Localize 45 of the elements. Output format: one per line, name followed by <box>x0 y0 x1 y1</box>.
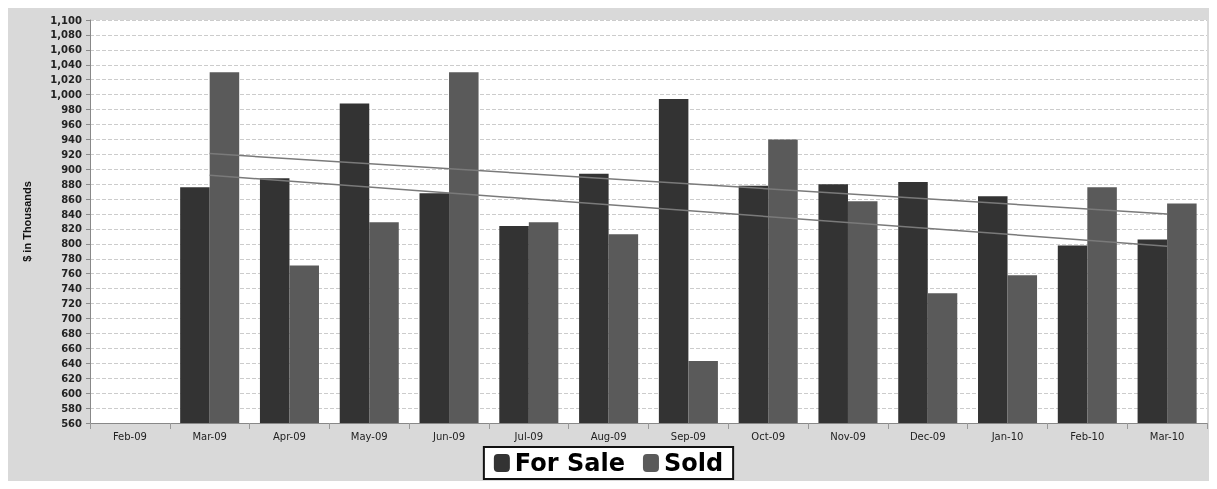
y-tick-label: 1,000 <box>50 89 83 101</box>
y-tick-label: 580 <box>61 402 83 414</box>
x-tick-label: Jan-10 <box>990 430 1024 442</box>
y-tick-label: 840 <box>61 208 83 220</box>
legend-label: For Sale <box>514 449 625 477</box>
x-tick-label: Aug-09 <box>590 430 627 442</box>
y-tick-label: 1,060 <box>50 44 83 56</box>
x-tick-label: Dec-09 <box>909 430 946 442</box>
y-tick-label: 780 <box>61 253 83 265</box>
x-tick-label: Jul-09 <box>513 430 544 442</box>
x-tick-label: Feb-09 <box>112 430 147 442</box>
y-tick-label: 1,080 <box>50 29 83 41</box>
y-tick-label: 620 <box>61 372 83 384</box>
y-tick-label: 880 <box>61 178 83 190</box>
y-axis-title: $ in Thousands <box>20 181 33 262</box>
y-tick-label: 720 <box>61 298 83 310</box>
y-tick-label: 980 <box>61 104 83 116</box>
legend-label: Sold <box>663 449 724 477</box>
x-tick-label: Oct-09 <box>751 430 785 442</box>
y-tick-label: 680 <box>61 327 83 339</box>
x-tick-label: May-09 <box>350 430 388 442</box>
x-tick-label: Mar-09 <box>192 430 227 442</box>
y-tick-label: 900 <box>61 163 83 175</box>
y-tick-label: 1,100 <box>50 14 83 26</box>
y-tick-label: 600 <box>61 387 83 399</box>
x-tick-label: Mar-10 <box>1149 430 1185 442</box>
x-tick-label: Sep-09 <box>670 430 706 442</box>
y-tick-label: 700 <box>61 313 83 325</box>
y-tick-label: 740 <box>61 283 83 295</box>
y-tick-label: 1,040 <box>50 59 83 71</box>
x-tick-label: Jun-09 <box>432 430 466 442</box>
y-tick-label: 560 <box>61 417 83 429</box>
y-tick-label: 940 <box>61 133 83 145</box>
x-tick-label: Feb-10 <box>1070 430 1105 442</box>
y-tick-label: 820 <box>61 223 83 235</box>
y-tick-label: 760 <box>61 268 83 280</box>
y-tick-label: 660 <box>61 342 83 354</box>
x-tick-label: Apr-09 <box>272 430 306 442</box>
y-tick-label: 1,020 <box>50 74 83 86</box>
x-tick-label: Nov-09 <box>830 430 866 442</box>
y-tick-label: 800 <box>61 238 83 250</box>
y-tick-label: 920 <box>61 148 83 160</box>
y-tick-label: 960 <box>61 118 83 130</box>
y-tick-label: 640 <box>61 357 83 369</box>
y-tick-label: 860 <box>61 193 83 205</box>
